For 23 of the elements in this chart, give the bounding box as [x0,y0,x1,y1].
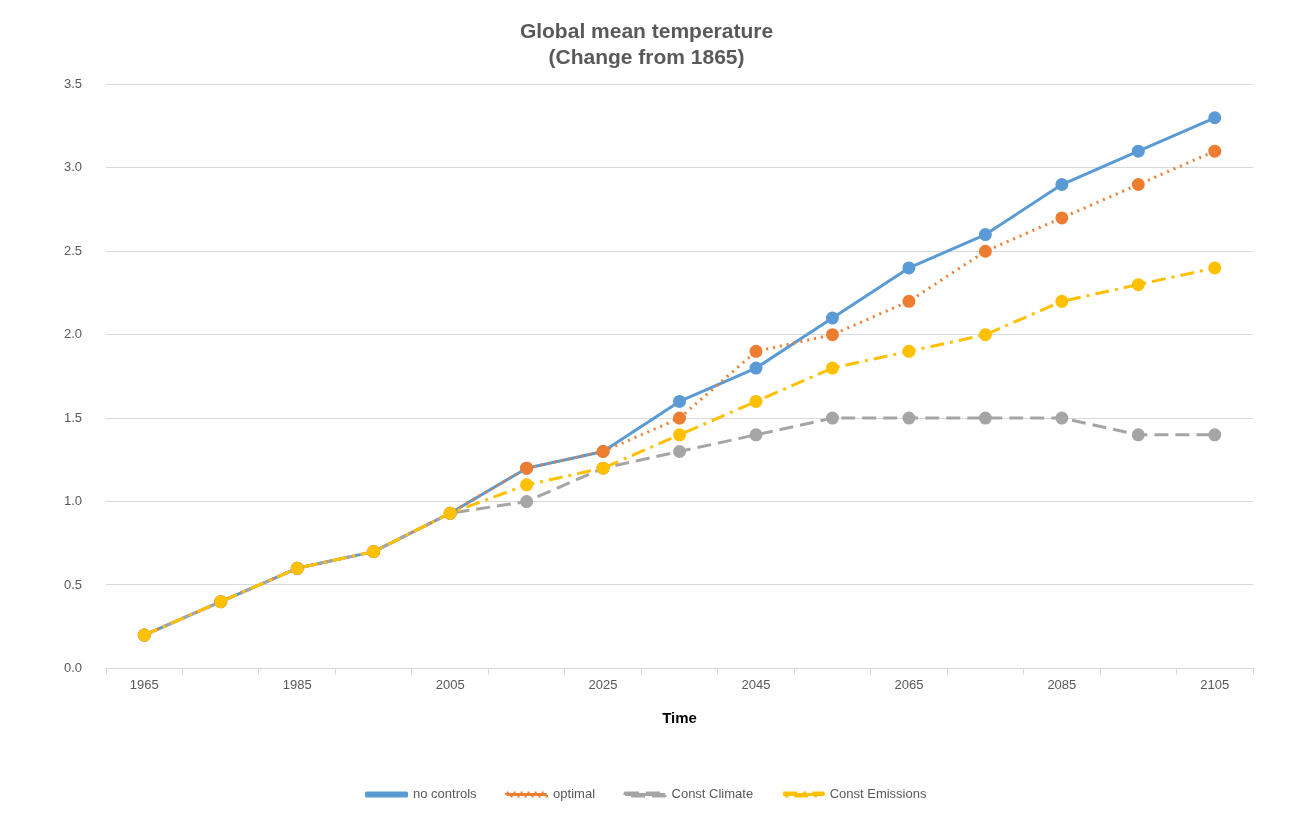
legend-label: Const Climate [671,786,754,802]
legend-label: Const Emissions [829,786,927,802]
y-tick-label: 1.0 [63,493,83,509]
text: Global mean temperature [519,19,774,43]
legend-label: optimal [553,786,596,802]
x-tick-label: 2085 [1047,676,1077,692]
x-tick-label: 2105 [1200,676,1230,692]
text: (Change from 1865) [548,44,745,68]
x-tick-label: 2065 [894,676,924,692]
y-tick-label: 2.5 [63,242,83,258]
y-tick-label: 2.0 [63,326,83,342]
y-tick-label: 0.0 [63,659,83,675]
x-axis-title: Time [662,709,697,727]
y-tick-label: 0.5 [63,576,83,592]
y-tick-label: 1.5 [63,409,83,425]
legend-label: no controls [413,786,478,802]
y-tick-label: 3.0 [63,159,83,175]
x-tick-label: 2025 [588,676,618,692]
x-tick-label: 2045 [741,676,771,692]
y-tick-label: 3.5 [63,75,83,91]
x-tick-label: 1965 [129,676,159,692]
x-tick-label: 2005 [435,676,465,692]
x-tick-label: 1985 [282,676,312,692]
